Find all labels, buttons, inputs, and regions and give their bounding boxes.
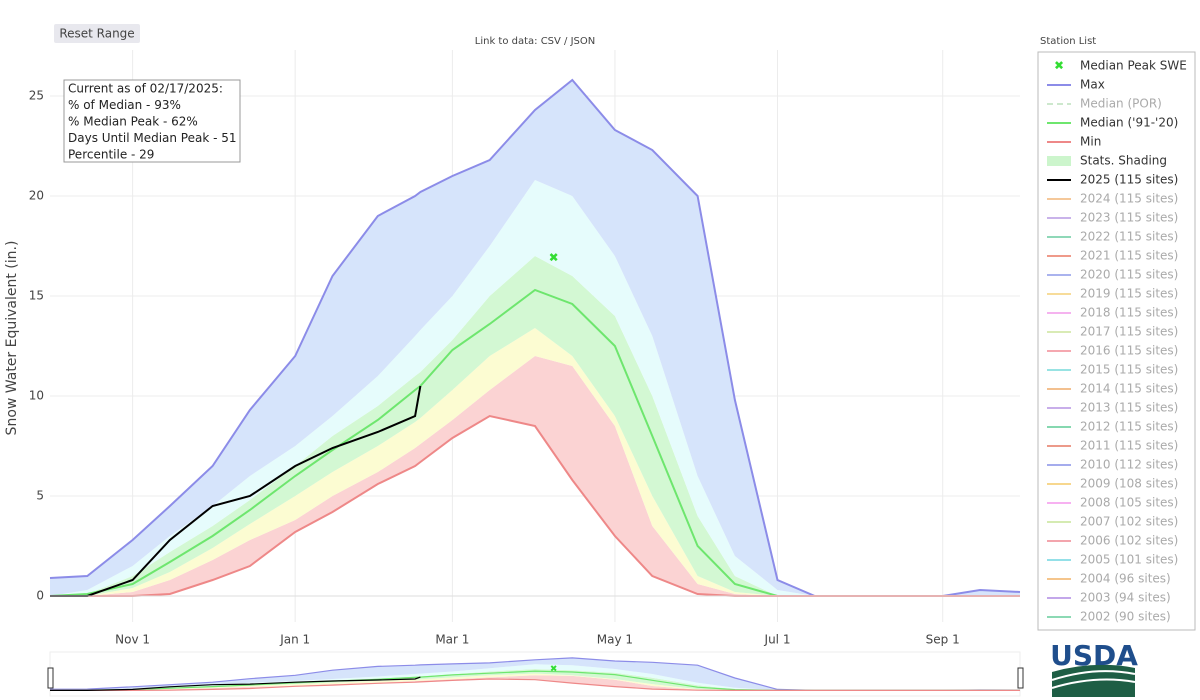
- legend-label[interactable]: Min: [1080, 135, 1101, 149]
- legend-box: [1037, 51, 1196, 631]
- median-peak-marker: ✖: [550, 665, 558, 675]
- legend-label[interactable]: 2024 (115 sites): [1080, 192, 1178, 206]
- legend-label[interactable]: 2008 (105 sites): [1080, 496, 1178, 510]
- legend-label[interactable]: 2023 (115 sites): [1080, 211, 1178, 225]
- annotation-line: Current as of 02/17/2025:: [68, 82, 223, 96]
- usda-logo: [1051, 664, 1136, 697]
- series-line: [50, 678, 1020, 691]
- series-line: [50, 676, 421, 691]
- legend-label[interactable]: Max: [1080, 78, 1105, 92]
- x-tick-label: Jul 1: [764, 633, 791, 647]
- legend-label[interactable]: 2002 (90 sites): [1080, 610, 1171, 624]
- reset-button[interactable]: [54, 24, 140, 43]
- y-tick-label: 5: [36, 489, 44, 503]
- legend-label[interactable]: 2025 (115 sites): [1080, 173, 1178, 187]
- x-tick-label: Mar 1: [435, 633, 469, 647]
- y-tick-label: 0: [36, 589, 44, 603]
- stats-band: [50, 664, 1020, 691]
- median-peak-marker: ✖: [549, 251, 559, 265]
- reset-button-label[interactable]: Reset Range: [59, 27, 134, 41]
- legend-label[interactable]: 2017 (115 sites): [1080, 325, 1178, 339]
- legend-label[interactable]: 2016 (115 sites): [1080, 344, 1178, 358]
- legend-label[interactable]: 2005 (101 sites): [1080, 553, 1178, 567]
- y-tick-label: 15: [29, 289, 44, 303]
- legend-label[interactable]: 2003 (94 sites): [1080, 591, 1171, 605]
- x-tick-label: Sep 1: [926, 633, 960, 647]
- legend-label[interactable]: Median Peak SWE: [1080, 59, 1187, 73]
- legend-label[interactable]: Median (POR): [1080, 97, 1162, 111]
- station-list-label[interactable]: Station List: [1040, 36, 1096, 47]
- legend-label[interactable]: 2006 (102 sites): [1080, 534, 1178, 548]
- legend-label[interactable]: 2020 (115 sites): [1080, 268, 1178, 282]
- y-tick-label: 25: [29, 89, 44, 103]
- legend-label[interactable]: 2012 (115 sites): [1080, 420, 1178, 434]
- y-tick-label: 10: [29, 389, 44, 403]
- stats-band: [50, 657, 1020, 691]
- legend-label[interactable]: 2004 (96 sites): [1080, 572, 1171, 586]
- annotation-line: % Median Peak - 62%: [68, 115, 198, 129]
- range-slider-plot: ✖: [49, 657, 1021, 691]
- series-line: [50, 385, 422, 597]
- y-tick-label: 20: [29, 189, 44, 203]
- legend-label[interactable]: 2021 (115 sites): [1080, 249, 1178, 263]
- legend-label[interactable]: 2015 (115 sites): [1080, 363, 1178, 377]
- stats-band: [50, 80, 1020, 596]
- annotation-line: Days Until Median Peak - 51: [68, 131, 237, 145]
- legend-label[interactable]: 2018 (115 sites): [1080, 306, 1178, 320]
- x-tick-label: Nov 1: [115, 633, 150, 647]
- logo-text: USDA: [1050, 639, 1138, 672]
- annotation-line: % of Median - 93%: [68, 98, 181, 112]
- data-link[interactable]: Link to data: CSV / JSON: [475, 36, 596, 47]
- range-handle[interactable]: [1017, 667, 1024, 689]
- legend-label[interactable]: Stats. Shading: [1080, 154, 1167, 168]
- x-tick-label: Jan 1: [279, 633, 310, 647]
- legend-label[interactable]: 2019 (115 sites): [1080, 287, 1178, 301]
- y-axis-label: Snow Water Equivalent (in.): [4, 241, 20, 436]
- stats-band: [50, 669, 1020, 691]
- legend-label[interactable]: 2011 (115 sites): [1080, 439, 1178, 453]
- legend-label[interactable]: Median ('91-'20): [1080, 116, 1178, 130]
- stats-band: [50, 675, 1020, 691]
- annotation-box: [63, 79, 241, 163]
- legend-label[interactable]: 2013 (115 sites): [1080, 401, 1178, 415]
- x-tick-label: May 1: [597, 633, 633, 647]
- stats-band: [50, 356, 1020, 596]
- legend-symbol: ✖: [1054, 59, 1064, 73]
- legend-label[interactable]: 2014 (115 sites): [1080, 382, 1178, 396]
- annotation-line: Percentile - 29: [68, 148, 154, 162]
- legend-label[interactable]: 2009 (108 sites): [1080, 477, 1178, 491]
- legend-label[interactable]: 2007 (102 sites): [1080, 515, 1178, 529]
- range-handle[interactable]: [47, 667, 54, 689]
- stats-band: [50, 256, 1020, 596]
- legend-label[interactable]: 2010 (112 sites): [1080, 458, 1178, 472]
- legend-symbol: [1047, 156, 1071, 166]
- legend-label[interactable]: 2022 (115 sites): [1080, 230, 1178, 244]
